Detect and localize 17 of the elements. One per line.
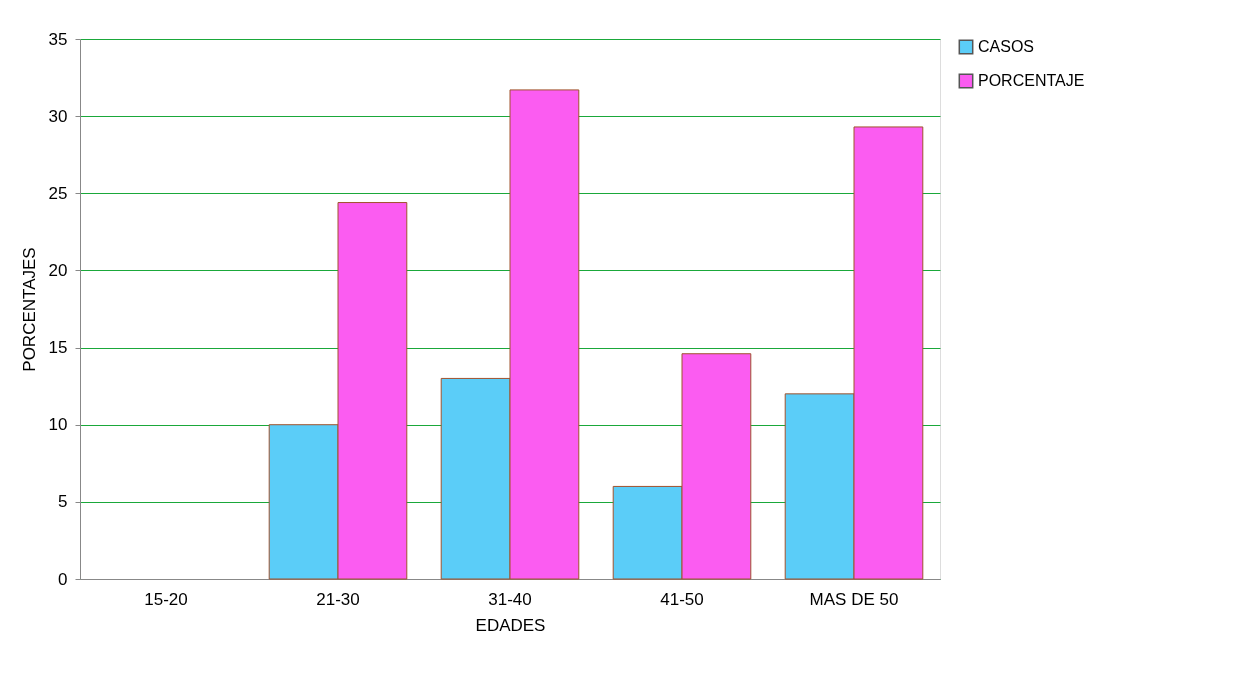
x-axis-title: EDADES <box>475 615 546 635</box>
y-tick-label: 15 <box>48 338 68 358</box>
y-tick-label: 35 <box>48 29 68 49</box>
y-tick-label: 30 <box>48 106 68 126</box>
x-tick-label: MAS DE 50 <box>809 589 899 609</box>
x-tick-label: 15-20 <box>144 589 188 609</box>
y-tick-label: 20 <box>48 260 68 280</box>
x-tick-label: 31-40 <box>488 589 532 609</box>
legend-label: CASOS <box>978 38 1035 55</box>
x-tick-label: 41-50 <box>660 589 704 609</box>
y-tick-label: 25 <box>48 183 68 203</box>
y-axis-title: PORCENTAJES <box>19 247 39 372</box>
y-tick-label: 5 <box>58 492 68 512</box>
y-tick-label: 0 <box>58 569 68 589</box>
legend-label: PORCENTAJE <box>978 72 1085 89</box>
x-tick-label: 21-30 <box>316 589 360 609</box>
y-tick-label: 10 <box>48 415 68 435</box>
